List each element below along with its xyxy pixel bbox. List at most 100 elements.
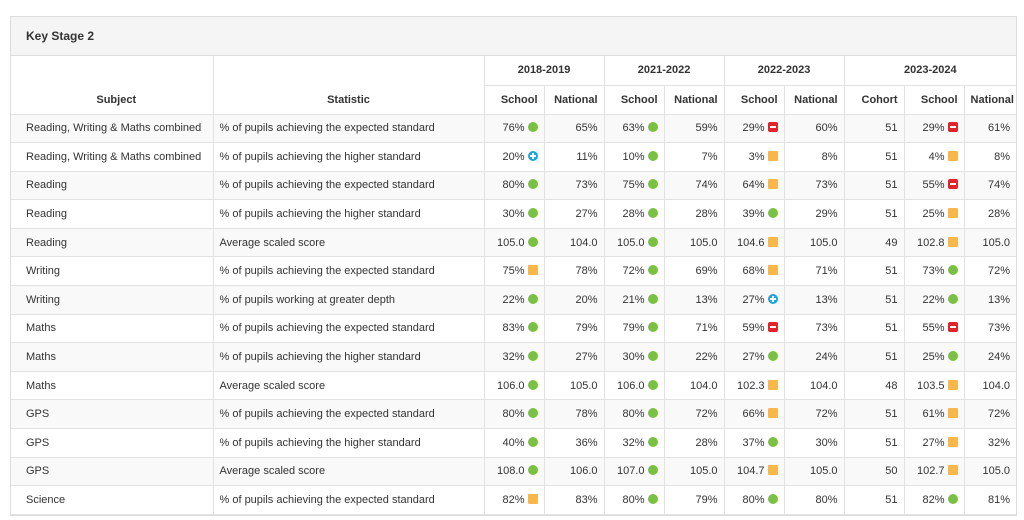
national-value-cell: 28%	[963, 199, 1017, 229]
national-value-cell: 106.0	[543, 456, 605, 487]
national-value-cell: 104.0	[783, 370, 845, 401]
statistic-cell: Average scaled score	[212, 370, 485, 401]
national-value-cell: 104.0	[963, 370, 1017, 401]
subject-cell: Science	[11, 485, 214, 515]
amber-square-icon	[767, 465, 778, 476]
school-value-cell: 29%	[903, 113, 965, 144]
green-circle-icon	[527, 436, 538, 447]
school-value: 10%	[622, 150, 645, 163]
amber-square-icon	[947, 236, 958, 247]
school-value-cell: 55%	[903, 170, 965, 201]
school-value: 108.0	[496, 465, 525, 478]
subject-cell: Writing	[11, 285, 214, 315]
national-value-cell: 32%	[963, 428, 1017, 458]
amber-square-icon	[767, 236, 778, 247]
key-stage-2-panel: Key Stage 2 Subject Statistic 2018-2019 …	[10, 16, 1017, 516]
national-value-cell: 13%	[783, 285, 845, 315]
green-circle-icon	[947, 293, 958, 304]
school-value: 75%	[622, 179, 645, 192]
national-value-cell: 60%	[783, 113, 845, 144]
national-value-cell: 74%	[663, 170, 725, 201]
national-value-cell: 105.0	[783, 456, 845, 487]
national-value-cell: 22%	[663, 342, 725, 372]
statistic-cell: % of pupils achieving the higher standar…	[212, 199, 485, 229]
school-value-cell: 20%	[483, 142, 545, 172]
school-value: 76%	[502, 122, 525, 135]
school-value-cell: 10%	[603, 142, 665, 172]
school-value-cell: 30%	[603, 342, 665, 372]
red-minus-icon	[947, 179, 958, 190]
amber-square-icon	[767, 265, 778, 276]
school-value: 66%	[742, 408, 765, 421]
school-value-cell: 79%	[603, 313, 665, 344]
school-value: 79%	[622, 322, 645, 335]
statistic-cell: Average scaled score	[212, 227, 485, 258]
subject-cell: Maths	[11, 313, 214, 344]
statistic-cell: % of pupils achieving the expected stand…	[212, 113, 485, 144]
school-value-cell: 21%	[603, 285, 665, 315]
statistic-cell: % of pupils achieving the higher standar…	[212, 142, 485, 172]
school-value-cell: 103.5	[903, 370, 965, 401]
table-row: Maths% of pupils achieving the higher st…	[11, 342, 1017, 372]
green-circle-icon	[527, 179, 538, 190]
school-value: 82%	[502, 494, 525, 507]
cohort-value-cell: 51	[843, 256, 905, 287]
national-value-cell: 11%	[543, 142, 605, 172]
national-value-cell: 27%	[543, 342, 605, 372]
school-value-cell: 107.0	[603, 456, 665, 487]
school-value: 32%	[622, 436, 645, 449]
cohort-value-cell: 51	[843, 428, 905, 458]
amber-square-icon	[947, 408, 958, 419]
red-minus-icon	[767, 122, 778, 133]
school-value: 61%	[922, 408, 945, 421]
school-value-cell: 61%	[903, 399, 965, 430]
school-value: 105.0	[616, 236, 645, 249]
school-value-cell: 22%	[483, 285, 545, 315]
school-value: 30%	[502, 208, 525, 221]
school-value: 27%	[742, 293, 765, 306]
school-value: 21%	[622, 293, 645, 306]
national-value-cell: 59%	[663, 113, 725, 144]
green-circle-icon	[767, 208, 778, 219]
school-value-cell: 22%	[903, 285, 965, 315]
cohort-value-cell: 51	[843, 485, 905, 515]
subject-cell: Writing	[11, 256, 214, 287]
school-value: 105.0	[496, 236, 525, 249]
amber-square-icon	[527, 265, 538, 276]
green-circle-icon	[947, 494, 958, 505]
school-value: 29%	[922, 122, 945, 135]
subject-header: Subject	[11, 56, 214, 115]
school-value: 107.0	[616, 465, 645, 478]
statistic-cell: % of pupils achieving the expected stand…	[212, 485, 485, 515]
green-circle-icon	[647, 236, 658, 247]
national-value-cell: 28%	[663, 199, 725, 229]
cohort-value-cell: 51	[843, 113, 905, 144]
school-value-cell: 80%	[603, 485, 665, 515]
school-value: 80%	[502, 408, 525, 421]
subject-cell: Reading, Writing & Maths combined	[11, 113, 214, 144]
green-circle-icon	[527, 122, 538, 133]
year-header-2022-2023: 2022-2023	[723, 56, 845, 86]
statistic-cell: % of pupils achieving the expected stand…	[212, 313, 485, 344]
school-value-cell: 59%	[723, 313, 785, 344]
national-header: National	[963, 84, 1017, 115]
school-value: 37%	[742, 436, 765, 449]
school-value: 55%	[922, 322, 945, 335]
national-value-cell: 105.0	[543, 370, 605, 401]
amber-square-icon	[947, 208, 958, 219]
school-value-cell: 29%	[723, 113, 785, 144]
green-circle-icon	[527, 351, 538, 362]
school-value-cell: 80%	[723, 485, 785, 515]
amber-square-icon	[767, 150, 778, 161]
green-circle-icon	[647, 293, 658, 304]
national-value-cell: 30%	[783, 428, 845, 458]
subject-cell: GPS	[11, 399, 214, 430]
school-value: 80%	[622, 494, 645, 507]
school-value-cell: 37%	[723, 428, 785, 458]
national-value-cell: 73%	[783, 170, 845, 201]
cohort-value-cell: 51	[843, 199, 905, 229]
school-value: 75%	[502, 265, 525, 278]
green-circle-icon	[947, 351, 958, 362]
national-value-cell: 104.0	[663, 370, 725, 401]
school-value-cell: 76%	[483, 113, 545, 144]
